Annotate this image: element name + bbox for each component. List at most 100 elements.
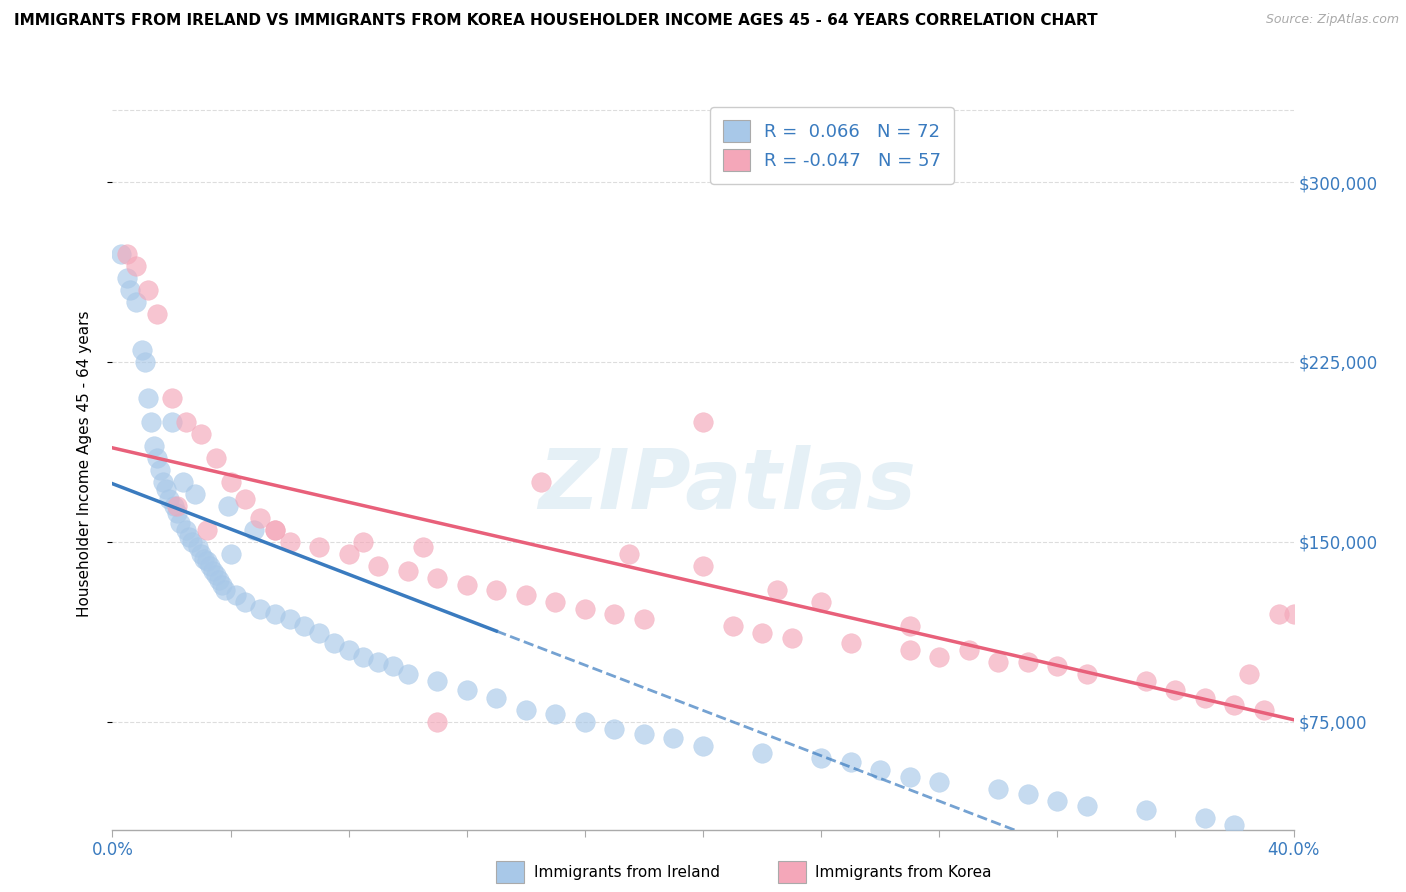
Point [721,618,744,632]
Point [1223,818,1246,832]
Point [751,746,773,760]
Text: Immigrants from Korea: Immigrants from Korea [815,865,993,880]
Point [308,626,330,640]
Point [574,714,596,729]
Point [225,588,247,602]
Point [152,475,174,489]
Point [146,307,169,321]
Point [1017,787,1039,801]
Point [692,739,714,753]
Point [169,516,191,530]
Point [662,731,685,746]
Point [142,439,165,453]
Point [117,271,138,285]
Point [1194,690,1216,705]
Point [146,450,169,465]
Point [211,578,233,592]
Point [134,355,156,369]
Point [136,283,159,297]
Point [1268,607,1291,621]
Point [898,618,921,632]
Point [125,295,148,310]
Point [249,602,271,616]
Point [323,635,346,649]
Point [485,690,508,705]
Point [174,523,197,537]
Point [243,523,266,537]
Point [219,547,242,561]
Point [166,506,188,520]
Point [184,487,207,501]
Text: ZIPatlas: ZIPatlas [537,445,915,526]
Point [198,558,221,573]
Point [264,607,287,621]
Point [157,491,180,506]
Point [396,666,419,681]
Point [264,523,287,537]
Point [139,415,162,429]
Point [233,595,256,609]
Point [692,558,714,573]
Point [1135,803,1157,817]
Point [810,750,832,764]
Point [456,683,478,698]
Point [751,626,773,640]
Point [193,551,215,566]
Point [987,655,1010,669]
Point [766,582,789,597]
Point [1135,673,1157,688]
Point [1253,703,1275,717]
Point [544,707,567,722]
Point [190,426,212,441]
Point [928,774,950,789]
Point [110,247,132,261]
Point [155,482,177,496]
Point [308,540,330,554]
Point [172,475,194,489]
Point [292,618,315,632]
Point [426,673,449,688]
Point [1017,655,1039,669]
Point [201,564,224,578]
Point [603,722,626,736]
Point [131,343,153,357]
Point [1223,698,1246,712]
Point [174,415,197,429]
Point [278,611,301,625]
Text: IMMIGRANTS FROM IRELAND VS IMMIGRANTS FROM KOREA HOUSEHOLDER INCOME AGES 45 - 64: IMMIGRANTS FROM IRELAND VS IMMIGRANTS FR… [14,13,1098,29]
Point [515,703,537,717]
Point [125,259,148,273]
Point [120,283,142,297]
Point [574,602,596,616]
Point [810,595,832,609]
Point [426,714,449,729]
Point [367,655,389,669]
Point [214,582,236,597]
Point [205,568,228,582]
Point [1194,811,1216,825]
Point [396,564,419,578]
Point [456,578,478,592]
Point [219,475,242,489]
Point [898,642,921,657]
Point [1239,666,1261,681]
Point [412,540,434,554]
Point [136,391,159,405]
Point [957,642,980,657]
Point [839,635,862,649]
Point [337,642,360,657]
Point [529,475,551,489]
Point [869,763,891,777]
Point [619,547,641,561]
Point [187,540,209,554]
Point [149,463,172,477]
Point [166,499,188,513]
Point [603,607,626,621]
Point [544,595,567,609]
Point [160,391,183,405]
Point [898,770,921,784]
Point [233,491,256,506]
Text: Immigrants from Ireland: Immigrants from Ireland [534,865,720,880]
Point [195,554,218,568]
Point [367,558,389,573]
